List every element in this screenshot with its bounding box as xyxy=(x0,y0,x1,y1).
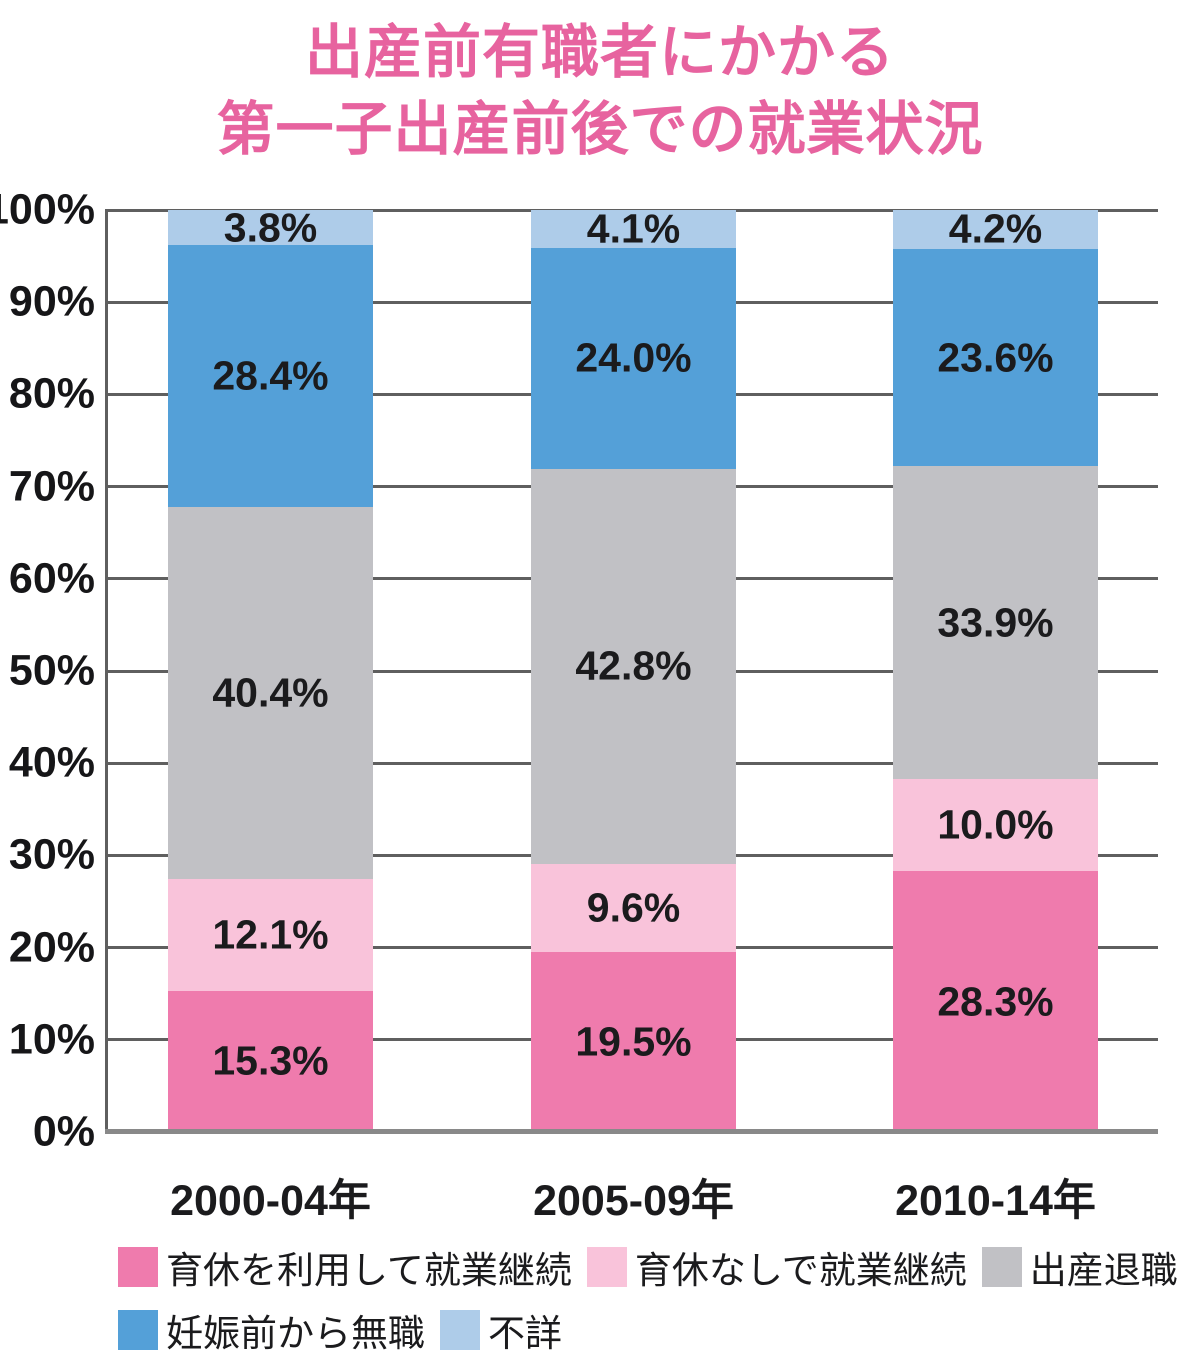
segment-value-label: 40.4% xyxy=(212,669,329,716)
segment-value-label: 42.8% xyxy=(575,642,692,689)
legend-swatch xyxy=(981,1247,1022,1287)
y-tick-label-30: 30% xyxy=(8,830,95,879)
chart-title-line1: 出産前有職者にかかる xyxy=(304,20,895,85)
x-category-label-2000-04年: 2000-04年 xyxy=(170,1177,371,1225)
chart-title-line2: 第一子出産前後での就業状況 xyxy=(216,97,984,162)
segment-value-label: 4.2% xyxy=(948,205,1043,252)
bar-group-2010-14年: 28.3% 10.0% 33.9% 23.6% 4.2% xyxy=(893,206,1098,1132)
legend-item: 妊娠前から無職 xyxy=(118,1303,425,1357)
y-tick-label-70: 70% xyxy=(8,462,95,511)
legend-swatch xyxy=(118,1310,158,1350)
bar-segment-2010-14年-series3: 23.6% xyxy=(893,248,1098,467)
x-category-label-2010-14年: 2010-14年 xyxy=(895,1177,1096,1225)
segment-value-label: 33.9% xyxy=(937,599,1054,646)
chart-title: 出産前有職者にかかる 第一子出産前後での就業状況 xyxy=(0,14,1200,168)
bar-segment-2010-14年-series4: 4.2% xyxy=(893,206,1098,252)
y-tick-label-10: 10% xyxy=(8,1015,95,1064)
segment-value-label: 23.6% xyxy=(937,334,1054,381)
y-tick-label-60: 60% xyxy=(8,554,95,603)
bar-segment-2005-09年-series3: 24.0% xyxy=(531,247,736,470)
legend-item: 育休なしで就業継続 xyxy=(586,1240,967,1294)
legend-swatch xyxy=(440,1310,480,1350)
bar-segment-2000-04年-series3: 28.4% xyxy=(168,245,373,507)
legend-item-label: 育休を利用して就業継続 xyxy=(166,1250,572,1291)
bar-segment-2005-09年-series0: 19.5% xyxy=(531,952,736,1132)
segment-value-label: 3.8% xyxy=(223,204,318,251)
bar-group-2005-09年: 19.5% 9.6% 42.8% 24.0% 4.1% xyxy=(531,205,736,1132)
segment-value-label: 19.5% xyxy=(575,1018,692,1065)
bar-segment-2000-04年-series0: 15.3% xyxy=(168,990,373,1132)
x-category-label-2005-09年: 2005-09年 xyxy=(533,1177,734,1225)
legend-swatch xyxy=(586,1247,627,1287)
segment-value-label: 28.3% xyxy=(937,978,1054,1025)
segment-value-label: 10.0% xyxy=(937,801,1054,848)
segment-value-label: 24.0% xyxy=(575,334,692,381)
legend-item: 出産退職 xyxy=(981,1240,1178,1294)
segment-value-label: 12.1% xyxy=(212,911,329,958)
y-tick-label-40: 40% xyxy=(8,738,95,787)
y-tick-label-0: 0% xyxy=(32,1107,95,1156)
legend-row-1: 育休を利用して就業継続 育休なしで就業継続 出産退職 xyxy=(118,1240,1188,1294)
legend-row-2: 妊娠前から無職 不詳 xyxy=(118,1303,1188,1357)
y-tick-label-100: 100% xyxy=(0,185,95,234)
bar-segment-2010-14年-series0: 28.3% xyxy=(893,871,1098,1132)
y-tick-label-80: 80% xyxy=(8,369,95,418)
bar-segment-2000-04年-series4: 3.8% xyxy=(168,204,373,250)
segment-value-label: 28.4% xyxy=(212,352,329,399)
segment-value-label: 15.3% xyxy=(212,1037,329,1084)
bar-segment-2005-09年-series2: 42.8% xyxy=(531,469,736,864)
bar-segment-2005-09年-series4: 4.1% xyxy=(531,205,736,251)
y-tick-label-50: 50% xyxy=(8,646,95,695)
bar-segment-2005-09年-series1: 9.6% xyxy=(531,863,736,953)
bar-group-2000-04年: 15.3% 12.1% 40.4% 28.4% 3.8% xyxy=(168,204,373,1132)
legend-item-label: 出産退職 xyxy=(1029,1250,1178,1291)
legend-item-label: 育休なしで就業継続 xyxy=(634,1250,967,1291)
y-tick-label-20: 20% xyxy=(8,923,95,972)
legend-item: 不詳 xyxy=(440,1303,562,1357)
legend-item-label: 妊娠前から無職 xyxy=(166,1313,425,1354)
gridline-100 xyxy=(105,208,1158,212)
bar-segment-2010-14年-series1: 10.0% xyxy=(893,778,1098,872)
segment-value-label: 9.6% xyxy=(586,884,681,931)
legend-item: 育休を利用して就業継続 xyxy=(118,1240,572,1294)
x-axis-line xyxy=(105,1129,1158,1134)
legend-swatch xyxy=(118,1247,158,1287)
legend-item-label: 不詳 xyxy=(488,1313,562,1354)
legend: 育休を利用して就業継続 育休なしで就業継続 出産退職妊娠前から無職 不詳 xyxy=(118,1240,1188,1357)
bar-segment-2000-04年-series1: 12.1% xyxy=(168,879,373,991)
plot-area: 0% 10% 20% 30% 40% 50% 60% 70% 80% 90% 100% 15.3% 12… xyxy=(0,186,1158,1156)
bar-segment-2000-04年-series2: 40.4% xyxy=(168,506,373,880)
segment-value-label: 4.1% xyxy=(586,205,681,252)
y-tick-label-90: 90% xyxy=(8,277,95,326)
bar-segment-2010-14年-series2: 33.9% xyxy=(893,466,1098,779)
